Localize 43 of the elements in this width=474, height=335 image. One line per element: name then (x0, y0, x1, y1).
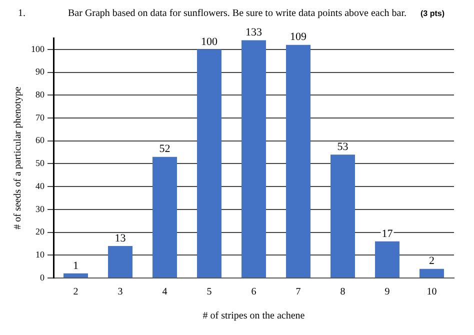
x-tick-label: 5 (206, 286, 212, 298)
y-axis-title: # of seeds of a particular phenotype (12, 86, 24, 230)
bar (420, 268, 444, 278)
bar (286, 44, 310, 278)
bar (108, 246, 132, 278)
annotation: 17 (382, 228, 394, 240)
bar (375, 241, 400, 278)
y-tick-label: 100 (31, 44, 45, 54)
y-tick-label: 10 (36, 250, 45, 260)
y-tick-label: 50 (36, 158, 45, 168)
x-tick-label: 7 (296, 286, 301, 298)
bar (64, 273, 88, 278)
text: (3 pts) (420, 9, 445, 18)
annotation: 133 (246, 26, 262, 39)
y-tick-label: 80 (36, 90, 45, 100)
text: 1. (17, 8, 26, 19)
y-tick-label: 30 (36, 204, 45, 214)
bar (242, 40, 266, 278)
y-tick-label: 70 (36, 112, 45, 122)
annotation: 100 (201, 36, 218, 48)
y-tick-label: 40 (36, 180, 45, 191)
y-tick-label: 90 (36, 66, 45, 77)
y-tick-label: 60 (36, 135, 45, 146)
x-tick-label: 8 (340, 286, 346, 298)
chart-title: Bar Graph based on data for sunflowers. Be sure to write data points above each bar. (68, 8, 407, 19)
y-tick-label: 20 (36, 226, 45, 237)
x-tick-label: 4 (162, 286, 168, 298)
x-tick-label: 10 (426, 286, 437, 298)
annotation: 2 (429, 255, 434, 268)
annotation: 13 (114, 232, 126, 244)
x-tick-label: 2 (73, 286, 78, 298)
x-axis-title: # of stripes on the achene (202, 310, 306, 322)
x-tick-label: 9 (384, 286, 390, 298)
x-tick-label: 3 (118, 286, 123, 298)
bar (197, 49, 222, 278)
x-tick-label: 6 (251, 286, 256, 298)
annotation: 52 (159, 143, 170, 156)
bar (152, 156, 177, 278)
y-tick-label: 0 (40, 272, 45, 282)
annotation: 109 (290, 31, 307, 44)
annotation: 53 (337, 140, 349, 153)
annotation: 1 (73, 260, 78, 272)
bar (330, 154, 355, 278)
